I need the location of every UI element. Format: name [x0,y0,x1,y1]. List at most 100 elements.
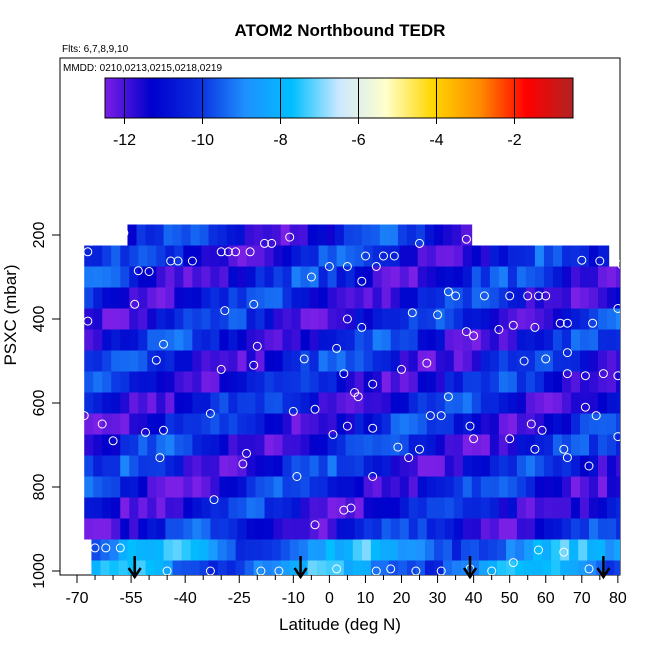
heatmap-cell [145,539,157,561]
heatmap-cell [264,476,276,498]
heatmap-cell [488,539,500,561]
heatmap-cell [552,455,565,477]
heatmap-cell [607,266,619,288]
heatmap-cell [147,413,159,435]
heatmap-cell [480,350,493,372]
colorbar: -12 -10 -8 -6 -4 -2 [104,77,574,149]
heatmap-cell [372,308,384,330]
observation-point [245,247,255,257]
observation-point [465,421,475,431]
heatmap-cell [570,308,583,330]
heatmap-cell [264,329,276,351]
heatmap-cell [255,455,267,477]
heatmap-cell [607,434,619,456]
heatmap-cell [138,371,150,393]
heatmap-cell [570,455,583,477]
heatmap-cell [471,329,483,351]
heatmap-cell [147,434,159,456]
observation-point [155,453,165,463]
heatmap-cell [489,455,502,477]
heatmap-cell [561,245,574,267]
heatmap-cell [264,518,276,540]
heatmap-cell [102,287,114,309]
heatmap-cell [616,497,620,519]
heatmap-cell [561,518,574,540]
heatmap-cell [120,329,132,351]
heatmap-cell [129,266,141,288]
heatmap-cell [471,434,483,456]
observation-point [494,325,504,334]
heatmap-cell [552,392,565,414]
observation-point [371,262,381,271]
heatmap-cell [390,371,402,393]
heatmap-cell [156,308,168,330]
heatmap-cell [435,518,447,540]
heatmap-cell [102,392,114,414]
heatmap-cell [408,434,420,456]
heatmap-cell [589,497,601,519]
heatmap-cell [84,350,96,372]
heatmap-cell [534,413,547,435]
heatmap-cell [381,392,393,414]
heatmap-cell [156,455,168,477]
heatmap-cell [181,560,193,575]
heatmap-cell [300,287,312,309]
heatmap-cell [579,434,592,456]
heatmap-cell [201,287,213,309]
heatmap-cell [534,434,547,456]
heatmap-cell [444,329,456,351]
heatmap-cell [156,392,168,414]
observation-point [249,299,259,309]
observation-point [562,369,572,379]
heatmap-cell [614,560,620,575]
heatmap-cell [598,455,610,477]
heatmap-cell [381,308,393,330]
heatmap-cell [327,518,339,540]
heatmap-cell [417,266,429,288]
x-tick-label: 30 [429,590,447,607]
heatmap-cell [435,392,447,414]
heatmap-cell [282,476,294,498]
heatmap-cell [174,434,186,456]
heatmap-cell [336,476,348,498]
observation-point [216,247,226,257]
heatmap-cell [363,287,375,309]
heatmap-cell [399,308,411,330]
heatmap-cell [390,476,402,498]
heatmap-cell [138,518,150,540]
heatmap-cell [406,539,419,561]
heatmap-cell [408,245,420,267]
heatmap-cell [381,329,393,351]
heatmap-cell [327,455,339,477]
heatmap-cell [345,371,357,393]
observation-point [159,425,168,435]
heatmap-cell [363,476,375,498]
heatmap-cell [542,560,554,575]
heatmap-cell [489,518,502,540]
observation-point [101,543,111,553]
observation-point [357,322,367,332]
heatmap-cell [453,329,465,351]
heatmap-cell [237,329,249,351]
heatmap-cell [598,266,610,288]
heatmap-cell [470,539,482,561]
heatmap-cell [156,413,168,435]
heatmap-cell [253,224,265,246]
heatmap-cell [607,518,619,540]
heatmap-cell [417,245,429,267]
heatmap-cell [525,413,538,435]
heatmap-cell [462,434,474,456]
heatmap-cell [408,476,420,498]
heatmap-cell [174,497,186,519]
heatmap-cell [111,329,123,351]
y-tick-label: 800 [31,474,48,501]
heatmap-cell [298,224,310,246]
heatmap-cell [462,413,474,435]
heatmap-cell [300,266,312,288]
heatmap-cell [552,434,565,456]
heatmap-cell [587,539,599,561]
heatmap-cell [616,434,620,456]
heatmap-cell [399,287,411,309]
heatmap-cell [210,392,222,414]
heatmap-cell [589,434,601,456]
